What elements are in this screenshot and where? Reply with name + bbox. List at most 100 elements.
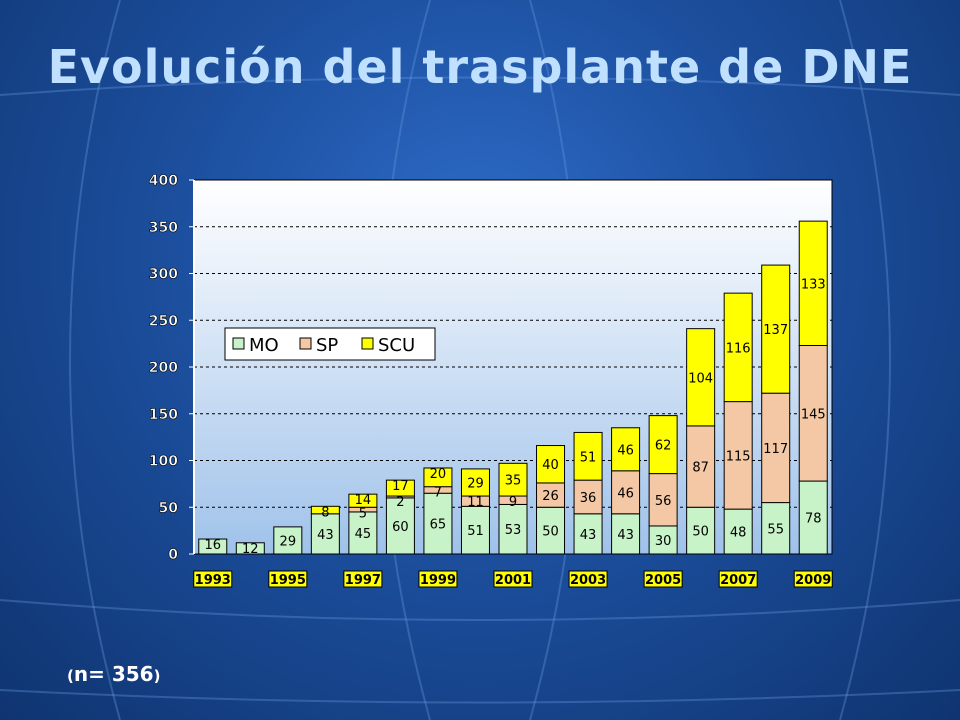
data-label-SCU-2007: 116 [726, 341, 751, 356]
data-label-MO-1998: 60 [392, 520, 409, 535]
data-label-SP-2001: 9 [509, 495, 517, 510]
x-tick-box-1999 [418, 570, 458, 588]
data-label-SCU-2008: 137 [763, 323, 788, 338]
data-label-MO-1995: 29 [280, 534, 297, 549]
data-label-MO-2007: 48 [730, 526, 747, 541]
data-label-MO-1994: 12 [242, 542, 259, 557]
x-tick-label-1993: 1993 [195, 573, 231, 588]
data-label-MO-1999: 65 [430, 518, 447, 533]
data-label-SCU-2006: 104 [688, 371, 713, 386]
legend-label-MO: MO [249, 335, 279, 356]
legend-box [224, 327, 436, 361]
data-label-SP-1999: 7 [434, 486, 442, 501]
data-label-SP-1997: 5 [359, 506, 367, 521]
data-label-SCU-1997: 14 [355, 493, 372, 508]
bar-SCU-1996 [310, 505, 340, 515]
y-tick-label-50: 50 [159, 500, 179, 516]
x-tick-box-2001 [493, 570, 533, 588]
bar-SCU-2001 [498, 462, 528, 497]
data-label-MO-2006: 50 [692, 525, 709, 540]
data-label-SP-2009: 145 [801, 407, 826, 422]
data-label-SCU-2002: 40 [542, 458, 559, 473]
x-tick-label-1999: 1999 [420, 573, 456, 588]
legend-swatch-MO [232, 337, 245, 350]
bar-SCU-1999 [423, 467, 453, 488]
data-label-SCU-2004: 46 [617, 443, 634, 458]
sample-size-note: (n= 356) [67, 662, 160, 686]
bar-SCU-2002 [536, 445, 566, 484]
legend-swatch-SCU [361, 337, 374, 350]
y-tick-label-400: 400 [149, 173, 178, 189]
x-tick-label-2009: 2009 [795, 573, 831, 588]
bar-MO-2007 [723, 508, 753, 555]
bar-SCU-2008 [761, 264, 791, 394]
bar-MO-1993 [198, 538, 228, 555]
n-open-paren: ( [67, 667, 74, 685]
y-tick-label-200: 200 [149, 360, 178, 376]
n-value: n= 356 [73, 662, 154, 686]
bar-SP-2006 [686, 425, 716, 508]
data-label-MO-2000: 51 [467, 524, 484, 539]
x-tick-box-1995 [268, 570, 308, 588]
legend-label-SP: SP [316, 335, 338, 356]
x-tick-box-1993 [193, 570, 233, 588]
bar-SCU-2003 [573, 431, 603, 481]
data-label-MO-2009: 78 [805, 512, 822, 527]
data-label-SCU-1998: 17 [392, 479, 409, 494]
bar-MO-2002 [536, 506, 566, 555]
data-label-SP-2005: 56 [655, 494, 672, 509]
data-label-MO-2001: 53 [505, 523, 522, 538]
bar-SCU-2005 [648, 415, 678, 475]
x-tick-label-2003: 2003 [570, 573, 606, 588]
x-tick-label-2005: 2005 [645, 573, 681, 588]
data-label-SCU-2000: 29 [467, 476, 484, 491]
x-tick-box-2009 [793, 570, 833, 588]
x-tick-box-2003 [568, 570, 608, 588]
data-label-SCU-1999: 20 [430, 467, 447, 482]
data-label-SCU-2005: 62 [655, 439, 672, 454]
y-tick-label-150: 150 [149, 407, 178, 423]
bar-SP-2009 [798, 344, 828, 482]
x-tick-label-1997: 1997 [345, 573, 381, 588]
data-label-MO-2003: 43 [580, 528, 597, 543]
data-label-MO-2008: 55 [767, 522, 784, 537]
y-tick-label-100: 100 [149, 454, 178, 470]
data-label-MO-1996: 43 [317, 528, 334, 543]
data-label-MO-2005: 30 [655, 534, 672, 549]
bar-MO-2005 [648, 525, 678, 555]
data-label-SP-2007: 115 [726, 449, 751, 464]
bar-MO-2008 [761, 502, 791, 555]
bar-MO-2000 [460, 505, 490, 555]
data-label-SP-2006: 87 [692, 461, 709, 476]
y-tick-label-350: 350 [149, 220, 178, 236]
data-label-SP-2003: 36 [580, 491, 597, 506]
legend: MO SP SCU [224, 327, 436, 361]
data-label-SCU-1996: 8 [321, 505, 329, 520]
bar-MO-2006 [686, 506, 716, 555]
bar-SP-2008 [761, 392, 791, 504]
data-label-SP-1998: 2 [396, 495, 404, 510]
data-label-SCU-2009: 133 [801, 277, 826, 292]
data-label-MO-1997: 45 [355, 527, 372, 542]
data-label-MO-2002: 50 [542, 525, 559, 540]
bar-SCU-1998 [385, 479, 415, 497]
slide-title: Evolución del trasplante de DNE [47, 40, 913, 94]
legend-label-SCU: SCU [378, 335, 415, 356]
y-tick-label-250: 250 [149, 313, 178, 329]
bar-SCU-2006 [686, 328, 716, 427]
x-tick-box-2007 [718, 570, 758, 588]
data-label-SP-2008: 117 [763, 442, 788, 457]
x-tick-label-1995: 1995 [270, 573, 306, 588]
bar-MO-2004 [611, 513, 641, 555]
x-tick-box-2005 [643, 570, 683, 588]
bar-MO-1994 [235, 542, 265, 555]
data-label-MO-2004: 43 [617, 528, 634, 543]
bar-SCU-2007 [723, 292, 753, 403]
data-label-MO-1993: 16 [204, 538, 221, 553]
data-label-SCU-2003: 51 [580, 450, 597, 465]
bar-SP-2005 [648, 473, 678, 527]
bar-MO-1995 [273, 526, 303, 555]
y-tick-label-0: 0 [168, 547, 178, 563]
x-tick-label-2001: 2001 [495, 573, 531, 588]
